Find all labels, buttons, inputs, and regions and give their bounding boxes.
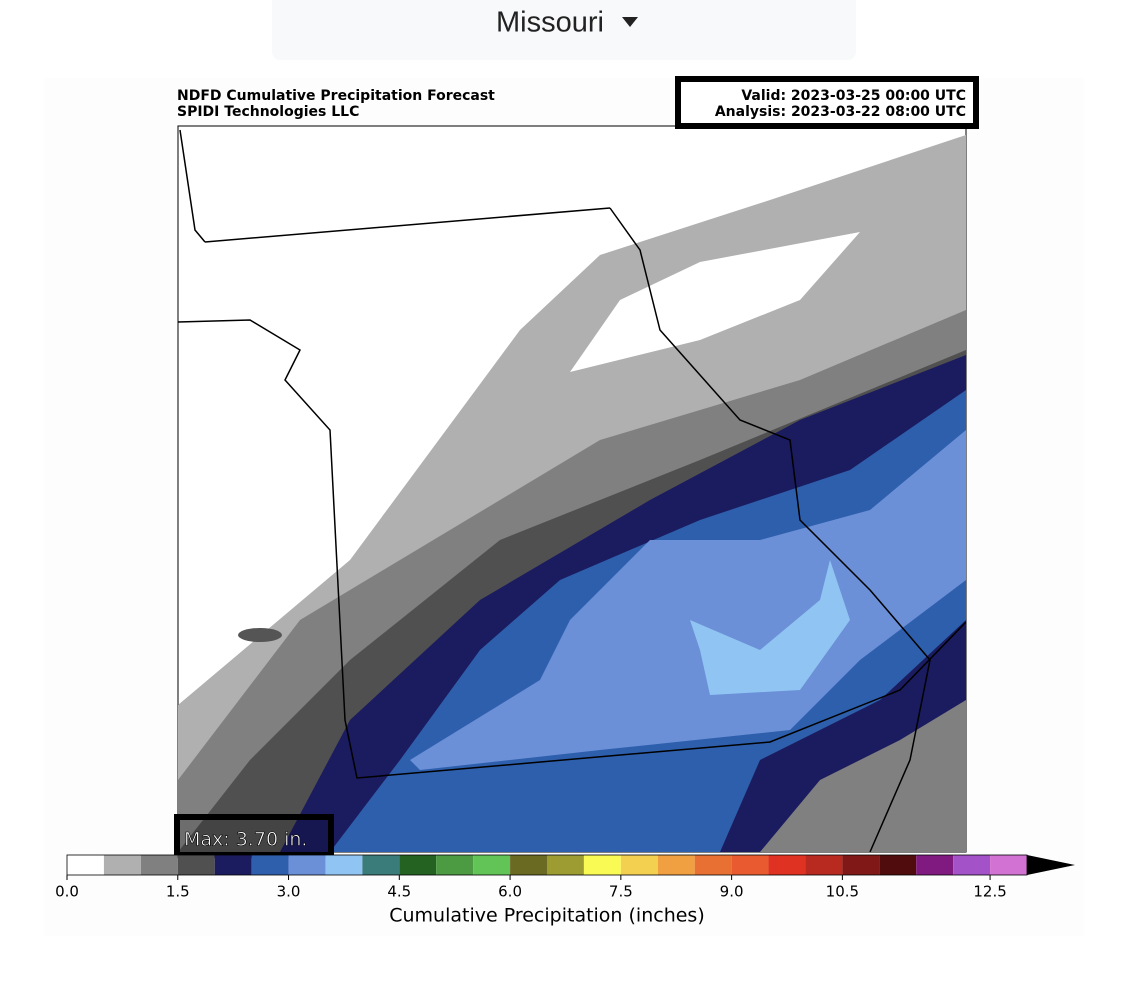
tick-label: 7.5 <box>609 883 633 901</box>
tick-label: 6.0 <box>498 883 522 901</box>
color-segment <box>177 855 215 875</box>
color-segment <box>547 855 584 875</box>
color-segment <box>214 855 252 875</box>
caret[interactable] <box>622 17 638 27</box>
time-box <box>675 76 979 129</box>
blob <box>238 628 282 642</box>
color-segment <box>953 855 991 875</box>
band <box>690 560 850 695</box>
tick-label: 9.0 <box>720 883 744 901</box>
color-segment <box>694 855 732 875</box>
color-segment <box>473 855 511 875</box>
colorbar: 0.0 1.5 3.0 4.5 6.0 7.5 9.0 10.5 12.5 Cumulative … <box>55 854 1075 927</box>
tick-label: 3.0 <box>277 883 301 901</box>
color-segment <box>288 855 326 875</box>
extend-arrow <box>1027 855 1075 875</box>
color-segment <box>510 855 547 875</box>
analysis-time: Analysis: 2023-03-22 08:00 UTC <box>715 104 966 120</box>
tick-label: 12.5 <box>973 883 1006 901</box>
map-subtitle: SPIDI Technologies LLC <box>177 104 359 120</box>
color-segment <box>731 855 769 875</box>
color-segment <box>436 855 474 875</box>
color-segment <box>362 855 400 875</box>
tick-label: 10.5 <box>826 883 859 901</box>
color-segment <box>768 855 806 875</box>
band <box>410 430 966 770</box>
color-segment <box>842 855 880 875</box>
color-segment <box>583 855 621 875</box>
color-segment <box>67 855 104 875</box>
color-segment <box>399 855 437 875</box>
map <box>177 125 967 853</box>
color-segment <box>990 855 1027 875</box>
color-segment <box>140 855 178 875</box>
colorbar-outline <box>66 854 1028 876</box>
region-label[interactable]: Missouri <box>496 7 604 39</box>
color-segment <box>103 855 141 875</box>
color-segment <box>325 855 363 875</box>
color-segment <box>657 855 695 875</box>
band <box>570 232 860 372</box>
max-label: Max: 3.70 in. <box>184 829 307 851</box>
color-segment <box>805 855 843 875</box>
map-title: NDFD Cumulative Precipitation Forecast <box>177 88 495 104</box>
color-segment <box>916 855 954 875</box>
tick-label: 1.5 <box>166 883 190 901</box>
tick-label: 0.0 <box>55 883 79 901</box>
state-border <box>177 129 967 853</box>
valid-time: Valid: 2023-03-25 00:00 UTC <box>741 88 966 104</box>
color-segment <box>251 855 289 875</box>
colorbar-label: Cumulative Precipitation (inches) <box>389 905 705 927</box>
tick-label: 4.5 <box>387 883 411 901</box>
color-segment <box>879 855 917 875</box>
region-dropdown[interactable] <box>272 0 856 60</box>
color-segment <box>620 855 658 875</box>
